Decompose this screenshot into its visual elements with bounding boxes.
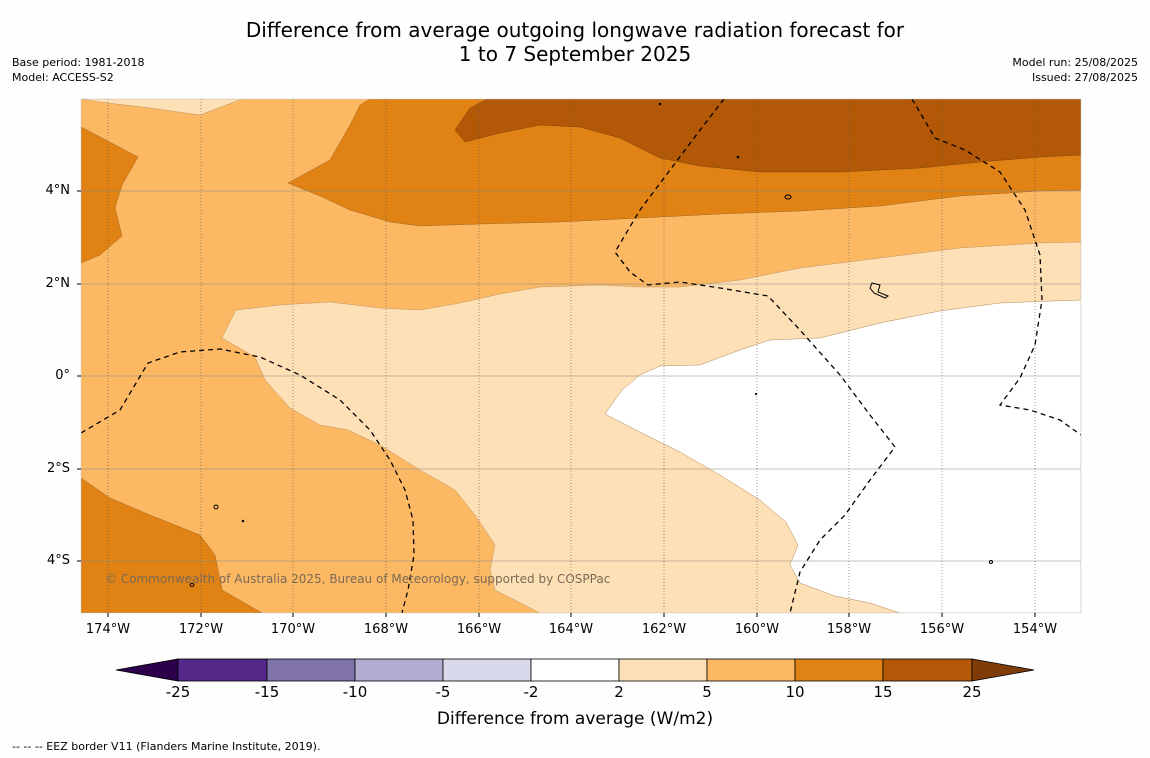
island-shape [241, 519, 245, 523]
colorbar-tick-label: -25 [165, 683, 191, 701]
island-shape [754, 392, 758, 396]
contour-15-25-north [454, 99, 1081, 173]
island-shape [213, 504, 219, 510]
lat-label: 2°N [45, 276, 71, 291]
lat-label: 4°N [45, 183, 71, 198]
colorbar-tick-label: 10 [785, 683, 805, 701]
eez-legend-note: -- -- -- EEZ border V11 (Flanders Marine… [12, 740, 321, 753]
colorbar-tick-label: -2 [523, 683, 539, 701]
run-info: Model run: 25/08/2025 Issued: 27/08/2025 [1012, 55, 1138, 85]
contour-layer [81, 99, 1081, 613]
contour-10-15-southwest [81, 477, 263, 613]
colorbar-segment [618, 658, 708, 682]
colorbar-segment [882, 658, 973, 682]
lat-label: 2°S [46, 461, 70, 476]
lon-label: 172°W [178, 622, 224, 637]
colorbar-segment [354, 658, 444, 682]
axis-ticks [77, 190, 1036, 617]
model-run-text: Model run: 25/08/2025 [1012, 56, 1138, 69]
colorbar-tick-label: 15 [873, 683, 893, 701]
colorbar-title: Difference from average (W/m2) [436, 709, 714, 729]
contour-neg2-2 [604, 299, 1081, 613]
island-shape [736, 155, 740, 159]
colorbar-tick-label: -15 [254, 683, 280, 701]
model-text: Model: ACCESS-S2 [12, 71, 114, 84]
island-shape [989, 560, 993, 564]
title-line-1: Difference from average outgoing longwav… [245, 18, 905, 42]
colorbar-tick-label: 25 [962, 683, 982, 701]
island-shape [658, 102, 662, 106]
island-shape [189, 583, 195, 587]
lon-label: 162°W [641, 622, 687, 637]
contour-2-5-northwest [81, 99, 243, 116]
colorbar-low-extend [115, 658, 179, 682]
colorbar [115, 658, 1035, 682]
lon-label: 154°W [1012, 622, 1058, 637]
colorbar-tick-label: 5 [702, 683, 712, 701]
eez-borders [81, 99, 1081, 613]
lat-gridlines [81, 190, 1081, 562]
lon-label: 160°W [734, 622, 780, 637]
colorbar-segment [706, 658, 796, 682]
colorbar-tick-label: -10 [342, 683, 368, 701]
colorbar-segment [530, 658, 620, 682]
lon-label: 166°W [456, 622, 502, 637]
colorbar-segment [794, 658, 884, 682]
base-period-text: Base period: 1981-2018 [12, 56, 145, 69]
islands [189, 102, 993, 587]
colorbar-tick-label: -5 [435, 683, 451, 701]
lon-label: 174°W [85, 622, 131, 637]
colorbar-segment [177, 658, 268, 682]
map-title: Difference from average outgoing longwav… [0, 18, 1150, 66]
contour-10-15-west [81, 126, 139, 264]
colorbar-segment [266, 658, 356, 682]
lat-label: 4°S [46, 553, 70, 568]
lon-label: 170°W [270, 622, 316, 637]
model-info: Base period: 1981-2018 Model: ACCESS-S2 [12, 55, 144, 85]
island-shape [784, 194, 792, 200]
lon-label: 164°W [548, 622, 594, 637]
title-line-2: 1 to 7 September 2025 [458, 42, 692, 66]
lon-label: 156°W [919, 622, 965, 637]
colorbar-high-extend [971, 658, 1035, 682]
lon-label: 158°W [826, 622, 872, 637]
colorbar-tick-label: 2 [614, 683, 624, 701]
copyright-text: © Commonwealth of Australia 2025, Bureau… [105, 572, 611, 586]
lon-label: 168°W [363, 622, 409, 637]
lat-label: 0° [55, 368, 70, 383]
map-frame [80, 98, 1082, 614]
colorbar-segment [442, 658, 532, 682]
island-shape [869, 282, 890, 299]
issued-text: Issued: 27/08/2025 [1031, 71, 1138, 84]
